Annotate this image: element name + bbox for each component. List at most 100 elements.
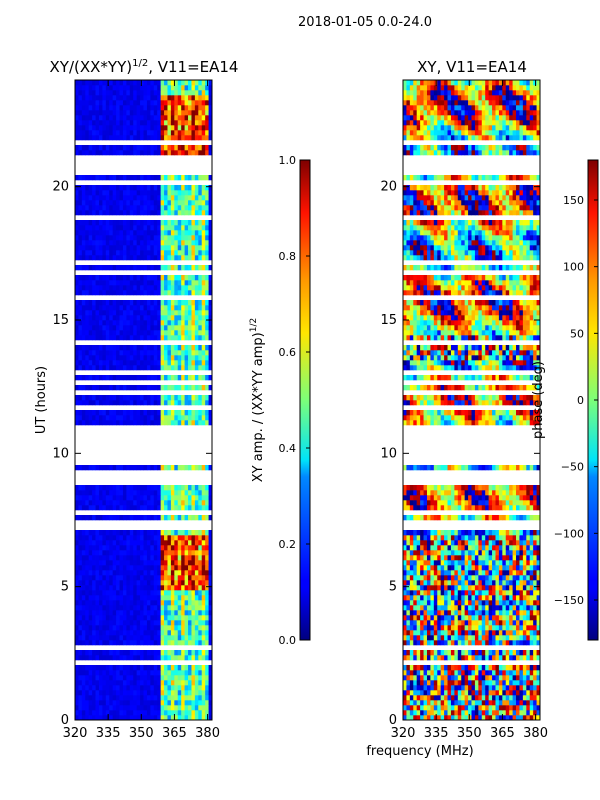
heatmap-cell	[136, 505, 141, 511]
heatmap-cell	[146, 305, 151, 311]
heatmap-cell	[95, 200, 100, 206]
heatmap-cell	[160, 710, 165, 716]
heatmap-cell	[109, 565, 114, 571]
heatmap-cell	[495, 680, 500, 686]
heatmap-cell	[205, 375, 209, 381]
heatmap-cell	[126, 595, 131, 601]
heatmap-cell	[208, 715, 213, 721]
heatmap-cell	[198, 600, 203, 606]
heatmap-cell	[150, 415, 155, 421]
heatmap-cell	[184, 190, 189, 196]
heatmap-cell	[140, 590, 144, 596]
heatmap-cell	[502, 590, 507, 596]
heatmap-cell	[122, 185, 127, 191]
heatmap-cell	[112, 150, 117, 156]
heatmap-cell	[205, 560, 209, 566]
heatmap-cell	[81, 565, 86, 571]
heatmap-cell	[78, 635, 83, 641]
heatmap-cell	[191, 325, 196, 331]
heatmap-cell	[116, 610, 120, 616]
heatmap-cell	[478, 585, 483, 591]
heatmap-cell	[116, 515, 120, 521]
heatmap-cell	[423, 675, 428, 681]
heatmap-cell	[505, 625, 510, 631]
heatmap-cell	[188, 80, 192, 86]
heatmap-cell	[526, 615, 531, 621]
heatmap-cell	[133, 235, 138, 241]
heatmap-cell	[136, 400, 141, 406]
heatmap-cell	[116, 345, 120, 351]
heatmap-cell	[122, 305, 127, 311]
heatmap-cell	[205, 595, 209, 601]
heatmap-cell	[474, 685, 479, 691]
heatmap-cell	[184, 125, 189, 131]
heatmap-cell	[116, 540, 120, 546]
heatmap-cell	[406, 665, 411, 671]
heatmap-cell	[205, 120, 209, 126]
heatmap-cell	[78, 500, 83, 506]
heatmap-cell	[208, 320, 213, 326]
heatmap-cell	[81, 530, 86, 536]
heatmap-cell	[109, 665, 114, 671]
heatmap-cell	[191, 590, 196, 596]
heatmap-cell	[143, 535, 148, 541]
heatmap-cell	[98, 265, 103, 271]
heatmap-cell	[78, 320, 83, 326]
heatmap-cell	[150, 150, 155, 156]
heatmap-cell	[150, 285, 155, 291]
heatmap-cell	[95, 580, 100, 586]
heatmap-cell	[112, 120, 117, 126]
heatmap-cell	[157, 635, 162, 641]
heatmap-cell	[143, 675, 148, 681]
heatmap-cell	[160, 465, 165, 471]
heatmap-cell	[450, 585, 455, 591]
heatmap-cell	[177, 315, 182, 321]
heatmap-cell	[75, 235, 79, 241]
heatmap-cell	[160, 265, 165, 271]
heatmap-cell	[88, 585, 93, 591]
heatmap-cell	[112, 95, 117, 101]
heatmap-cell	[78, 240, 83, 246]
heatmap-cell	[98, 500, 103, 506]
heatmap-cell	[78, 395, 83, 401]
heatmap-cell	[502, 665, 507, 671]
heatmap-cell	[164, 235, 168, 241]
heatmap-cell	[454, 675, 459, 681]
heatmap-cell	[208, 225, 213, 231]
heatmap-cell	[153, 625, 158, 631]
heatmap-cell	[177, 205, 182, 211]
heatmap-cell	[205, 115, 209, 121]
heatmap-cell	[126, 570, 131, 576]
heatmap-cell	[188, 705, 192, 711]
heatmap-cell	[194, 560, 199, 566]
heatmap-cell	[184, 280, 189, 286]
heatmap-cell	[194, 665, 199, 671]
heatmap-cell	[164, 690, 168, 696]
heatmap-cell	[167, 355, 172, 361]
heatmap-cell	[177, 550, 182, 556]
heatmap-cell	[536, 585, 541, 591]
heatmap-cell	[81, 335, 86, 341]
heatmap-cell	[102, 110, 107, 116]
heatmap-cell	[201, 535, 206, 541]
heatmap-cell	[112, 385, 117, 391]
heatmap-cell	[509, 595, 513, 601]
heatmap-cell	[485, 700, 490, 706]
heatmap-cell	[167, 620, 172, 626]
heatmap-cell	[78, 330, 83, 336]
heatmap-cell	[95, 615, 100, 621]
heatmap-cell	[403, 590, 407, 596]
heatmap-cell	[136, 275, 141, 281]
heatmap-cell	[109, 700, 114, 706]
heatmap-cell	[112, 245, 117, 251]
heatmap-cell	[177, 410, 182, 416]
heatmap-cell	[95, 325, 100, 331]
heatmap-cell	[454, 710, 459, 716]
heatmap-cell	[146, 485, 151, 491]
heatmap-cell	[423, 655, 428, 661]
heatmap-cell	[136, 580, 141, 586]
heatmap-cell	[181, 490, 185, 496]
heatmap-cell	[420, 705, 424, 711]
heatmap-cell	[208, 685, 213, 691]
heatmap-cell	[140, 130, 144, 136]
